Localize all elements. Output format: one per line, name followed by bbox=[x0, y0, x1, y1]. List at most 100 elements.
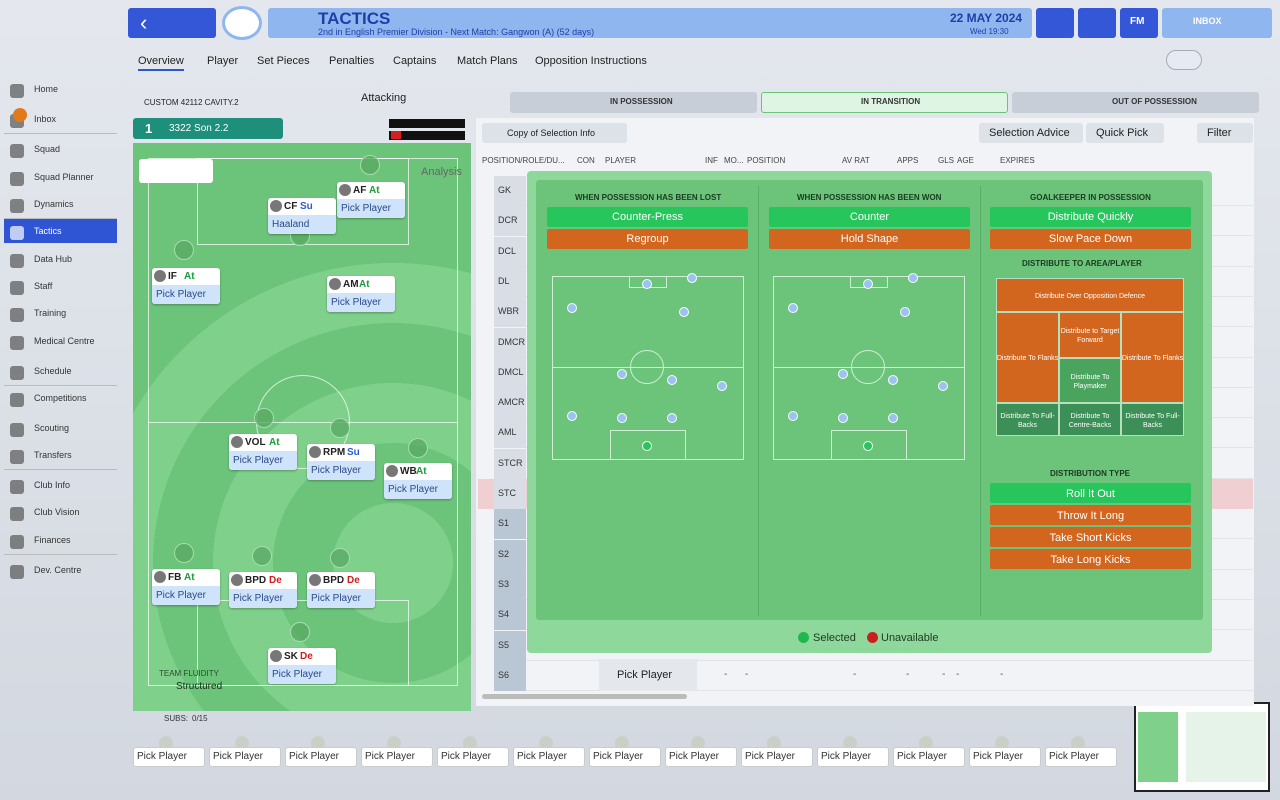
area-cell[interactable] bbox=[1059, 312, 1121, 358]
phase-tab[interactable] bbox=[761, 92, 1008, 113]
player-name[interactable]: Pick Player bbox=[331, 297, 382, 308]
sidebar-item[interactable]: Medical Centre bbox=[34, 336, 95, 346]
phase-label[interactable]: OUT OF POSSESSION bbox=[1112, 97, 1197, 106]
copy-label[interactable]: Copy of Selection Info bbox=[507, 128, 596, 138]
sub-dropdown[interactable] bbox=[361, 747, 433, 767]
toolbar-label[interactable]: Quick Pick bbox=[1096, 127, 1148, 139]
area-label[interactable]: Distribute To Centre-Backs bbox=[1068, 412, 1112, 429]
toolbar-button[interactable] bbox=[1197, 123, 1253, 143]
column-header[interactable]: PLAYER bbox=[605, 156, 636, 165]
area-cell[interactable] bbox=[1059, 358, 1121, 403]
sub-dropdown[interactable] bbox=[817, 747, 889, 767]
phase-tab[interactable] bbox=[1012, 92, 1259, 113]
sub-dropdown[interactable] bbox=[741, 747, 813, 767]
option-label[interactable]: Distribute Quickly bbox=[1047, 211, 1134, 223]
copy-button[interactable] bbox=[482, 123, 627, 143]
option-button[interactable] bbox=[769, 229, 970, 249]
option-label[interactable]: Counter-Press bbox=[612, 211, 683, 223]
area-label[interactable]: Distribute To Full-Backs bbox=[1000, 412, 1055, 429]
sidebar-item[interactable]: Training bbox=[34, 308, 67, 318]
tab[interactable]: Player bbox=[207, 55, 239, 67]
option-button[interactable] bbox=[547, 229, 748, 249]
phase-tab[interactable] bbox=[510, 92, 757, 113]
option-label[interactable]: Counter bbox=[849, 211, 890, 223]
tactic-name[interactable]: CUSTOM 42112 CAVITY.2 bbox=[144, 98, 239, 107]
inbox-button[interactable] bbox=[1162, 8, 1272, 38]
sidebar-item[interactable]: Club Info bbox=[34, 480, 71, 490]
tab[interactable]: Set Pieces bbox=[257, 55, 310, 67]
toolbar-button[interactable] bbox=[1086, 123, 1164, 143]
sub-dropdown[interactable] bbox=[969, 747, 1041, 767]
sub-dropdown[interactable] bbox=[133, 747, 205, 767]
column-header[interactable]: INF bbox=[705, 156, 718, 165]
sub-dropdown[interactable] bbox=[437, 747, 509, 767]
player-name[interactable]: Pick Player bbox=[156, 590, 207, 601]
sub-dropdown[interactable] bbox=[1045, 747, 1117, 767]
column-header[interactable]: GLS bbox=[938, 156, 955, 165]
area-label[interactable]: Distribute Over Opposition Defence bbox=[1034, 292, 1146, 300]
option-button[interactable] bbox=[769, 207, 970, 227]
player-name[interactable]: Pick Player bbox=[311, 593, 362, 604]
column-header[interactable]: CON bbox=[577, 156, 595, 165]
option-label[interactable]: Hold Shape bbox=[840, 233, 899, 245]
sidebar-item[interactable]: Schedule bbox=[34, 366, 72, 376]
help-button[interactable] bbox=[1078, 8, 1116, 38]
column-header[interactable]: AGE bbox=[957, 156, 974, 165]
area-label[interactable]: Distribute to Target Forward bbox=[1060, 328, 1120, 344]
back-button[interactable] bbox=[128, 8, 216, 38]
toolbar-label[interactable]: Filter bbox=[1207, 127, 1232, 139]
tab[interactable]: Overview bbox=[138, 55, 184, 71]
sidebar-item[interactable]: Home bbox=[34, 84, 59, 94]
phase-label[interactable]: IN POSSESSION bbox=[610, 97, 673, 106]
fm-button[interactable] bbox=[1120, 8, 1158, 38]
sub-dropdown[interactable] bbox=[285, 747, 357, 767]
option-button[interactable] bbox=[990, 549, 1191, 569]
last-row-dropdown[interactable] bbox=[599, 659, 697, 691]
area-cell[interactable] bbox=[1121, 403, 1184, 436]
area-label[interactable]: Distribute To Full-Backs bbox=[1125, 412, 1180, 429]
inbox-label[interactable]: INBOX bbox=[1193, 16, 1222, 26]
slot-name[interactable]: 3322 Son 2.2 bbox=[169, 123, 229, 134]
sidebar-item[interactable]: Finances bbox=[34, 535, 71, 545]
sidebar-item[interactable]: Scouting bbox=[34, 423, 70, 433]
option-label[interactable]: Slow Pace Down bbox=[1048, 233, 1133, 245]
option-label[interactable]: Roll It Out bbox=[1066, 488, 1115, 500]
player-name[interactable]: Pick Player bbox=[341, 203, 392, 214]
sidebar-item[interactable]: Squad bbox=[34, 144, 61, 154]
column-header[interactable]: MO... bbox=[724, 156, 744, 165]
tab[interactable]: Opposition Instructions bbox=[535, 55, 647, 67]
player-name[interactable]: Pick Player bbox=[156, 289, 207, 300]
column-header[interactable]: AV RAT bbox=[842, 156, 870, 165]
area-cell[interactable] bbox=[996, 403, 1059, 436]
player-name[interactable]: Pick Player bbox=[233, 593, 284, 604]
area-label[interactable]: Distribute To Flanks bbox=[996, 355, 1059, 362]
option-label[interactable]: Take Long Kicks bbox=[1050, 554, 1131, 566]
view-toggle[interactable] bbox=[1166, 50, 1202, 70]
player-name[interactable]: Pick Player bbox=[233, 455, 284, 466]
analysis-label[interactable]: Analysis bbox=[421, 166, 462, 178]
sidebar-item[interactable]: Club Vision bbox=[34, 507, 80, 517]
sub-dropdown[interactable] bbox=[893, 747, 965, 767]
option-button[interactable] bbox=[990, 229, 1191, 249]
sub-dropdown[interactable] bbox=[513, 747, 585, 767]
sidebar-item[interactable]: Competitions bbox=[34, 393, 87, 403]
column-header[interactable]: POSITION bbox=[747, 156, 786, 165]
option-button[interactable] bbox=[990, 483, 1191, 503]
option-button[interactable] bbox=[990, 207, 1191, 227]
sidebar-item[interactable]: Transfers bbox=[34, 450, 72, 460]
area-cell[interactable] bbox=[1121, 312, 1184, 403]
sidebar-item[interactable]: Inbox bbox=[34, 114, 57, 124]
sidebar-item[interactable]: Data Hub bbox=[34, 254, 73, 264]
area-cell[interactable] bbox=[996, 278, 1184, 312]
sidebar-item[interactable]: Tactics bbox=[34, 226, 62, 236]
sidebar-item[interactable]: Squad Planner bbox=[34, 172, 94, 182]
option-label[interactable]: Take Short Kicks bbox=[1049, 532, 1132, 544]
sub-dropdown[interactable] bbox=[209, 747, 281, 767]
column-header[interactable]: POSITION/ROLE/DU... bbox=[482, 156, 565, 165]
area-label[interactable]: Distribute To Flanks bbox=[1121, 355, 1184, 362]
player-name[interactable]: Pick Player bbox=[311, 465, 362, 476]
column-header[interactable]: EXPIRES bbox=[1000, 156, 1035, 165]
option-label[interactable]: Regroup bbox=[626, 233, 669, 245]
tab[interactable]: Match Plans bbox=[457, 55, 518, 67]
player-name[interactable]: Pick Player bbox=[272, 669, 323, 680]
